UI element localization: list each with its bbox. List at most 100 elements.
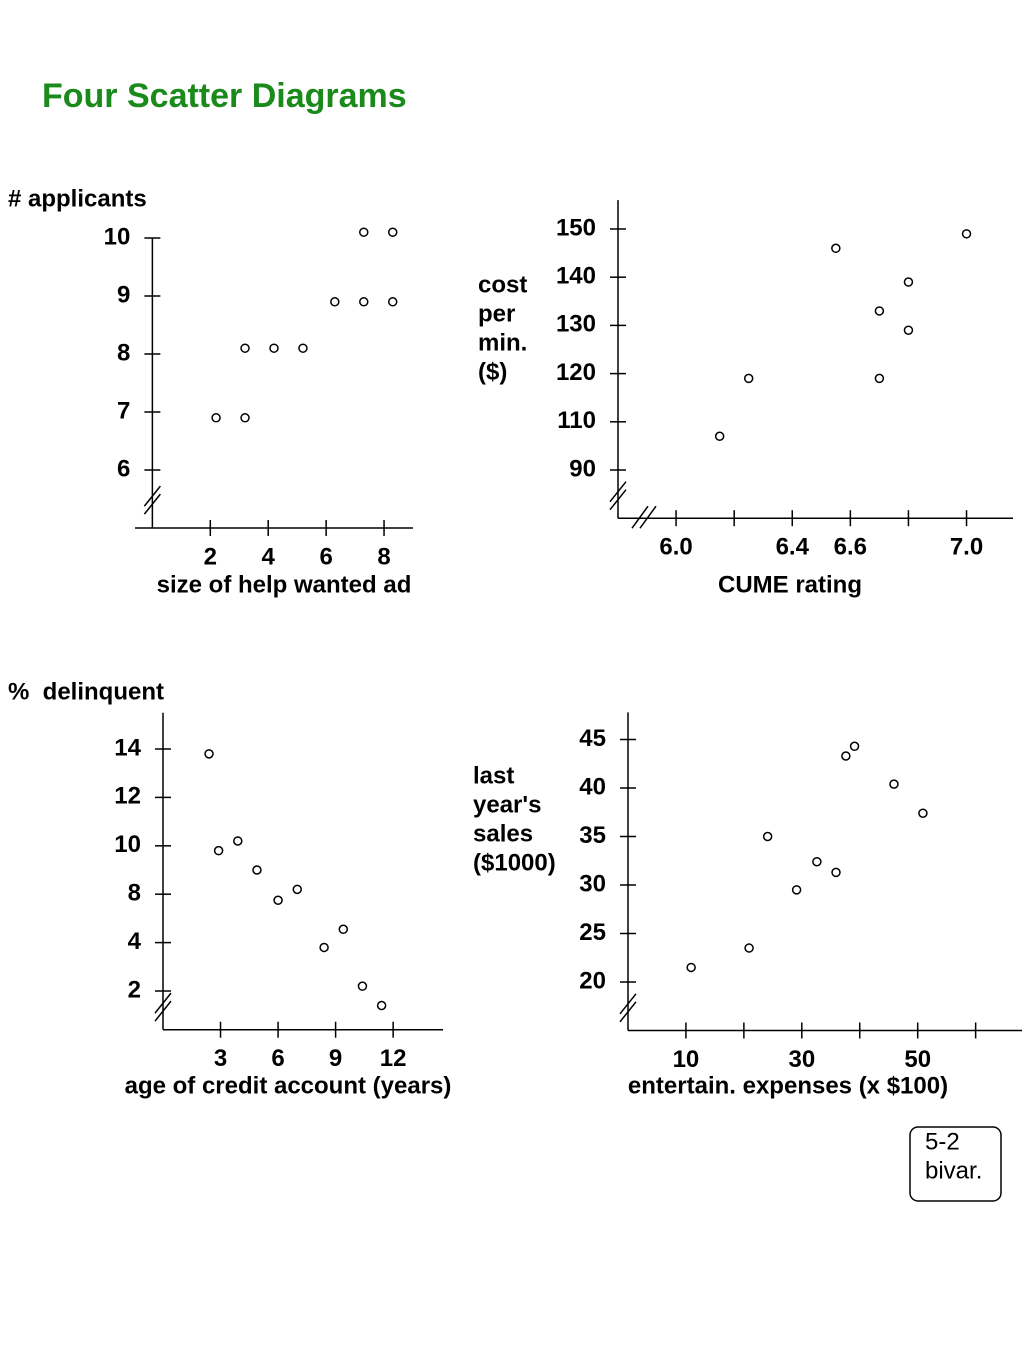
y-axis-label: year's [473, 791, 541, 818]
point [357, 981, 368, 991]
y-tick-label: 4 [128, 928, 142, 955]
point [874, 306, 885, 316]
slide-title: Four Scatter Diagrams [42, 77, 407, 115]
x-tick-label: 7.0 [950, 534, 983, 561]
y-tick-label: 10 [104, 223, 131, 250]
point [831, 243, 841, 254]
y-tick-label: 2 [128, 976, 141, 1003]
point [252, 865, 262, 875]
y-axis-label: ($) [478, 358, 507, 385]
point [831, 867, 841, 878]
point [319, 942, 329, 953]
y-tick-label: 90 [569, 455, 596, 482]
tag-line: 5-2 [925, 1128, 960, 1155]
tag-box [909, 1126, 1002, 1202]
x-tick-label: 6.0 [659, 534, 692, 561]
point [298, 343, 308, 353]
axis-break [154, 992, 172, 1022]
y-axis-label: cost [478, 271, 527, 298]
y-tick-label: 120 [556, 359, 596, 386]
y-tick-label: 20 [579, 967, 606, 994]
point [233, 836, 243, 846]
point [791, 885, 802, 895]
point [889, 779, 899, 789]
y-tick-label: 35 [579, 822, 606, 849]
point [211, 413, 221, 423]
x-axis-label: entertain. expenses (x $100) [628, 1072, 948, 1099]
y-tick-label: 8 [128, 880, 141, 907]
point [918, 808, 928, 818]
x-tick-label: 6.4 [776, 534, 810, 561]
point [841, 751, 851, 761]
x-tick-label: 10 [673, 1046, 700, 1073]
point [273, 895, 283, 905]
y-tick-label: 9 [117, 281, 130, 308]
y-tick-label: 7 [117, 397, 130, 424]
y-axis-label: sales [473, 820, 533, 847]
point [714, 431, 725, 442]
axis-break [609, 481, 627, 511]
y-tick-label: 8 [117, 339, 130, 366]
y-tick-label: 110 [557, 407, 596, 434]
point [359, 227, 369, 237]
x-tick-label: 3 [214, 1045, 227, 1072]
y-axis-label: ($1000) [473, 849, 556, 876]
x-tick-label: 50 [904, 1046, 931, 1073]
point [204, 749, 214, 759]
point [961, 229, 972, 239]
point [359, 297, 369, 307]
point [387, 227, 398, 237]
axis-break [631, 505, 657, 529]
y-tick-label: 40 [579, 773, 606, 800]
y-axis-label: # applicants [8, 185, 147, 212]
axis-break [143, 485, 161, 515]
point [269, 343, 279, 353]
point [292, 884, 302, 895]
x-tick-label: 6 [319, 543, 332, 570]
axis-break [619, 993, 637, 1023]
x-tick-label: 8 [377, 543, 390, 570]
point [812, 856, 822, 867]
y-tick-label: 30 [579, 870, 606, 897]
point [849, 741, 860, 752]
point [240, 343, 250, 353]
y-tick-label: 150 [556, 214, 596, 241]
x-tick-label: 6.6 [834, 534, 867, 561]
y-axis-label: per [478, 300, 515, 327]
point [213, 845, 224, 856]
point [240, 413, 250, 423]
point [903, 325, 914, 335]
x-axis-label: CUME rating [718, 571, 862, 598]
point [903, 277, 914, 287]
point [744, 943, 754, 953]
point [387, 297, 398, 307]
y-axis-label: last [473, 762, 514, 789]
x-tick-label: 12 [380, 1045, 407, 1072]
x-axis-label: size of help wanted ad [157, 571, 412, 598]
point [874, 373, 885, 384]
y-tick-label: 25 [579, 919, 606, 946]
point [376, 1000, 387, 1011]
y-axis-label: % delinquent [8, 678, 164, 705]
y-tick-label: 45 [579, 725, 606, 752]
y-axis-label: min. [478, 329, 527, 356]
y-tick-label: 140 [556, 263, 596, 290]
y-tick-label: 12 [114, 783, 141, 810]
x-tick-label: 6 [271, 1045, 284, 1072]
tag-line: bivar. [925, 1157, 982, 1184]
x-tick-label: 4 [262, 543, 276, 570]
x-tick-label: 2 [204, 543, 217, 570]
y-tick-label: 130 [556, 311, 596, 338]
point [762, 831, 773, 842]
y-tick-label: 10 [114, 831, 141, 858]
point [338, 924, 349, 935]
point [330, 297, 340, 307]
point [686, 962, 696, 973]
x-tick-label: 30 [788, 1046, 815, 1073]
x-tick-label: 9 [329, 1045, 342, 1072]
y-tick-label: 14 [114, 734, 141, 761]
y-tick-label: 6 [117, 455, 130, 482]
x-axis-label: age of credit account (years) [125, 1072, 452, 1099]
point [743, 373, 754, 384]
